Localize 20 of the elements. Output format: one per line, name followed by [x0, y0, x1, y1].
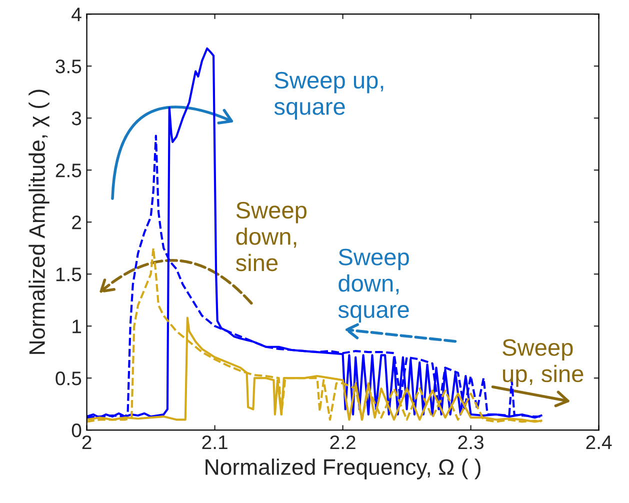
x-tick-label: 2 — [82, 435, 92, 450]
x-tick-label: 2.4 — [586, 435, 612, 450]
x-tick-label: 2.1 — [202, 435, 228, 450]
y-tick-label: 4 — [72, 8, 82, 22]
annotation: Sweep up, square — [274, 72, 384, 120]
y-tick-label: 0.5 — [56, 372, 82, 386]
x-tick-label: 2.3 — [458, 435, 484, 450]
y-tick-label: 3.5 — [56, 60, 82, 74]
y-tick-label: 2 — [72, 216, 81, 230]
y-tick-label: 3 — [72, 112, 82, 126]
annotation: Sweep down, sine — [236, 202, 306, 272]
x-axis-title: Normalized Frequency, Ω ( ) — [206, 458, 480, 480]
y-tick-label: 1 — [72, 320, 81, 334]
y-axis-title: Normalized Amplitude, χ ( ) — [28, 90, 50, 354]
y-tick-label: 1.5 — [56, 268, 82, 282]
annotation: Sweep down, square — [338, 248, 409, 323]
annotation: Sweep up, sine — [502, 339, 584, 387]
y-tick-label: 2.5 — [56, 164, 82, 178]
y-tick-label: 0 — [72, 424, 82, 438]
x-tick-label: 2.2 — [330, 435, 356, 450]
